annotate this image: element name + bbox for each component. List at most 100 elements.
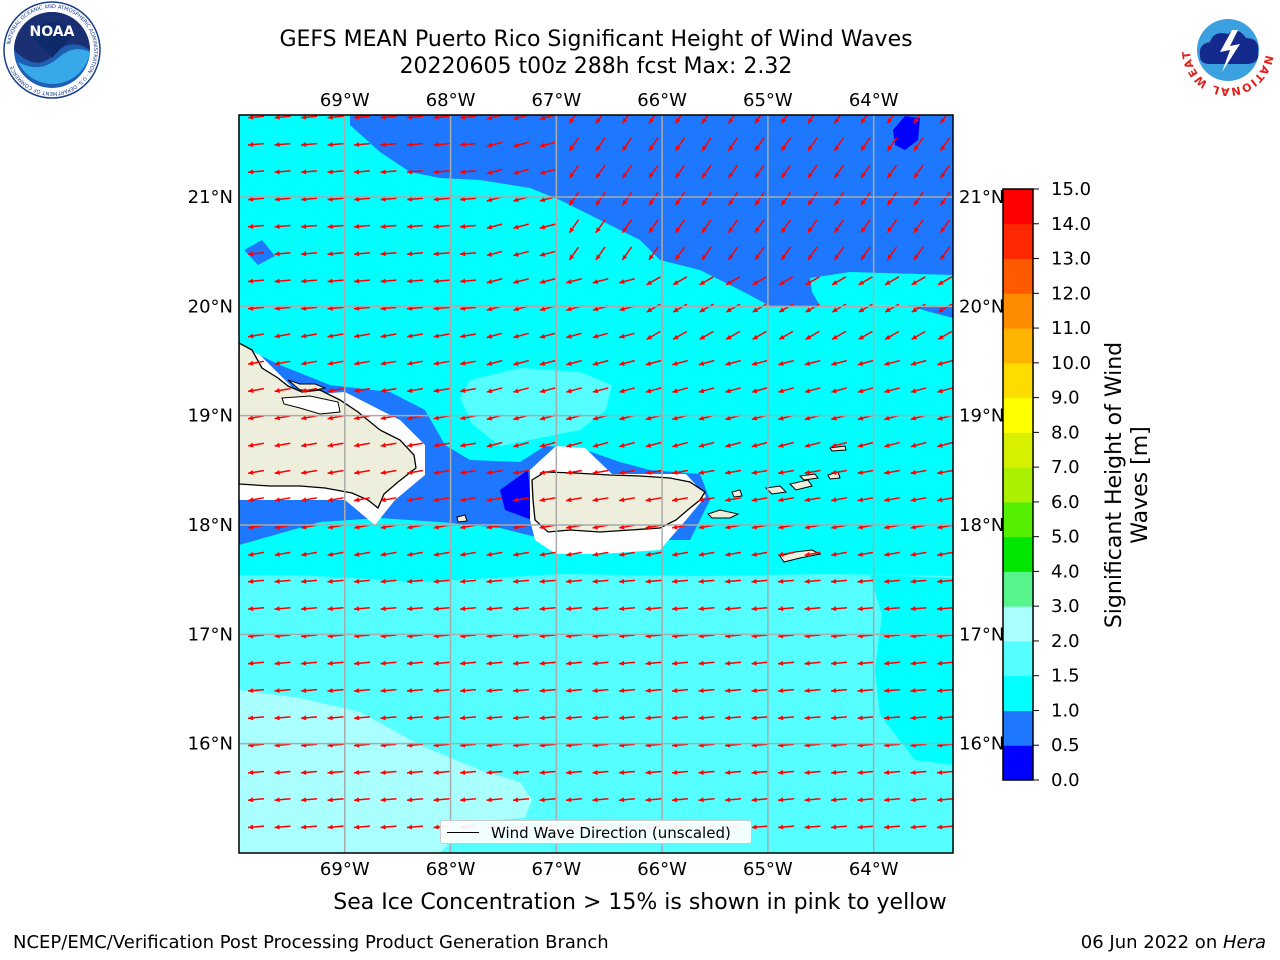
wave-direction-arrow [751, 441, 768, 448]
wave-direction-arrow [433, 469, 450, 475]
wave-direction-arrow [513, 332, 529, 339]
wave-direction-arrow [674, 137, 686, 152]
wave-direction-arrow [565, 688, 583, 694]
wave-direction-arrow [884, 441, 900, 448]
wave-direction-arrow [910, 797, 927, 803]
lat-tick-right: 19°N [959, 406, 1004, 427]
wave-direction-arrow [621, 164, 633, 179]
wave-direction-arrow [937, 441, 953, 448]
wave-zone-2-3-sw [239, 690, 532, 853]
wave-direction-arrow [804, 441, 821, 448]
wave-direction-arrow [568, 115, 577, 124]
wave-direction-arrow [672, 330, 688, 341]
colorbar-tick-label: 1.5 [1051, 666, 1080, 687]
lon-tick-top: 69°W [320, 90, 370, 111]
lat-tick-left: 20°N [188, 296, 233, 317]
wave-direction-arrow [380, 606, 397, 612]
wave-direction-arrow [939, 115, 948, 124]
wave-direction-arrow [910, 497, 927, 503]
wave-direction-arrow [459, 278, 477, 284]
wave-direction-arrow [300, 196, 318, 202]
wave-direction-arrow [831, 359, 847, 366]
wave-direction-arrow [353, 169, 371, 175]
wave-direction-arrow [619, 359, 635, 366]
wave-direction-arrow [646, 303, 661, 313]
wave-direction-arrow [751, 797, 768, 803]
wave-direction-arrow [512, 688, 530, 694]
wave-direction-arrow [486, 250, 503, 257]
wave-direction-arrow [512, 715, 530, 721]
wave-direction-arrow [699, 330, 714, 341]
wave-direction-arrow [486, 141, 503, 148]
map-gridlines [239, 115, 953, 853]
wave-direction-arrow [433, 497, 450, 503]
map-field [239, 115, 953, 853]
wave-direction-arrow [565, 660, 583, 666]
wave-direction-arrow [274, 387, 291, 393]
wave-direction-arrow [406, 196, 424, 202]
wave-direction-arrow [724, 497, 742, 503]
wave-direction-arrow [778, 276, 794, 286]
wave-direction-arrow [725, 330, 741, 341]
wave-direction-arrow [883, 824, 901, 830]
wave-direction-arrow [353, 797, 371, 803]
land-hispaniola [239, 342, 417, 510]
wave-direction-arrow [830, 688, 848, 694]
wave-direction-arrow [592, 688, 609, 694]
wave-direction-arrow [539, 141, 556, 148]
wave-direction-arrow [274, 223, 291, 229]
wave-direction-arrow [857, 497, 874, 503]
wave-direction-arrow [807, 115, 815, 124]
colorbar-tick-label: 8.0 [1051, 422, 1080, 443]
wave-direction-arrow [648, 137, 659, 152]
colorbar-tick-label: 10.0 [1051, 353, 1091, 374]
wave-direction-arrow [621, 115, 630, 124]
wave-direction-arrow [936, 497, 953, 503]
land-st-thomas [764, 485, 788, 495]
wave-direction-arrow [701, 137, 712, 152]
wave-direction-arrow [327, 333, 344, 339]
wave-direction-arrow [724, 606, 742, 612]
wave-direction-arrow [860, 246, 871, 261]
wave-direction-arrow [327, 769, 344, 775]
wave-direction-arrow [674, 246, 686, 261]
wave-direction-arrow [807, 164, 818, 179]
wave-direction-arrow [778, 359, 794, 366]
wave-direction-arrow [937, 330, 953, 341]
wave-direction-arrow [300, 278, 318, 284]
wave-direction-arrow [830, 797, 848, 803]
wave-direction-arrow [539, 606, 556, 612]
wave-direction-arrow [513, 278, 529, 284]
wave-direction-arrow [777, 469, 795, 475]
lon-tick-bottom: 69°W [320, 859, 370, 880]
wave-direction-arrow [698, 387, 715, 394]
wave-direction-arrow [858, 303, 873, 313]
wave-direction-arrow [724, 551, 742, 557]
wave-direction-arrow [406, 169, 424, 175]
wave-direction-arrow [595, 219, 606, 234]
wave-direction-arrow [830, 497, 848, 503]
wave-direction-arrow [247, 469, 265, 475]
wave-direction-arrow [724, 797, 742, 803]
wave-direction-arrow [300, 497, 318, 503]
wave-direction-arrow [857, 688, 874, 694]
wave-direction-arrow [353, 333, 371, 339]
colorbar-swatch [1003, 675, 1033, 711]
wave-direction-arrow [595, 191, 606, 206]
wave-direction-arrow [886, 164, 898, 179]
wave-direction-arrow [725, 387, 741, 394]
colorbar-tick-label: 5.0 [1051, 527, 1080, 548]
wave-direction-arrow [858, 276, 873, 286]
colorbar-tick-label: 13.0 [1051, 249, 1091, 270]
wave-direction-arrow [247, 169, 265, 175]
wave-direction-arrow [512, 497, 530, 503]
wave-direction-arrow [247, 578, 265, 584]
wave-direction-arrow [778, 303, 794, 313]
wave-direction-arrow [247, 278, 265, 284]
wave-direction-arrow [433, 196, 450, 202]
wave-direction-arrow [247, 115, 265, 120]
wave-direction-arrow [807, 219, 818, 234]
lon-tick-top: 65°W [743, 90, 793, 111]
wave-direction-arrow [513, 250, 529, 257]
